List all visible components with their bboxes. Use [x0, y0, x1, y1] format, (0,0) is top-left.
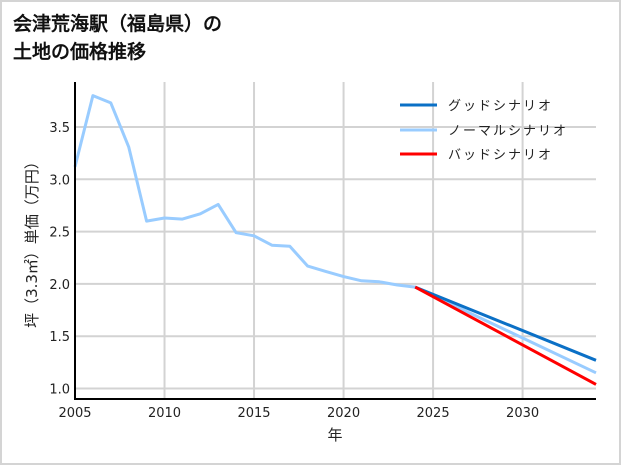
x-axis-label: 年 [327, 426, 342, 444]
y-tick-label: 2.5 [49, 226, 70, 241]
y-axis-label: 坪（3.3㎡）単価（万円） [23, 154, 41, 328]
chart-title-line-1: 会津荒海駅（福島県）の [13, 13, 223, 35]
legend-item: バッドシナリオ [400, 148, 553, 163]
x-tick-label: 2020 [327, 406, 360, 421]
legend-label: バッドシナリオ [448, 148, 553, 163]
legend-label: グッドシナリオ [448, 99, 553, 114]
x-tick-label: 2015 [237, 406, 270, 421]
x-axis-ticks: 2005 2010 2015 2020 2025 2030 [58, 406, 539, 421]
series-line [414, 285, 597, 362]
legend-item: グッドシナリオ [400, 99, 553, 114]
chart-title-line-2: 土地の価格推移 [13, 41, 147, 63]
y-tick-label: 1.0 [49, 383, 70, 398]
y-tick-label: 2.0 [49, 278, 70, 293]
x-tick-label: 2010 [148, 406, 181, 421]
data-series [73, 94, 597, 386]
x-tick-label: 2005 [58, 406, 91, 421]
legend-label: ノーマルシナリオ [448, 124, 568, 139]
y-axis-ticks: 1.0 1.5 2.0 2.5 3.0 3.5 [49, 121, 70, 398]
series-line [414, 285, 597, 386]
x-tick-label: 2025 [417, 406, 450, 421]
legend-item: ノーマルシナリオ [400, 124, 568, 139]
y-tick-label: 3.5 [49, 121, 70, 136]
x-tick-label: 2030 [506, 406, 539, 421]
series-line [73, 94, 597, 375]
y-tick-label: 1.5 [49, 330, 70, 345]
axes [74, 82, 596, 400]
chart-title: 会津荒海駅（福島県）の 土地の価格推移 [13, 10, 222, 66]
y-tick-label: 3.0 [49, 173, 70, 188]
